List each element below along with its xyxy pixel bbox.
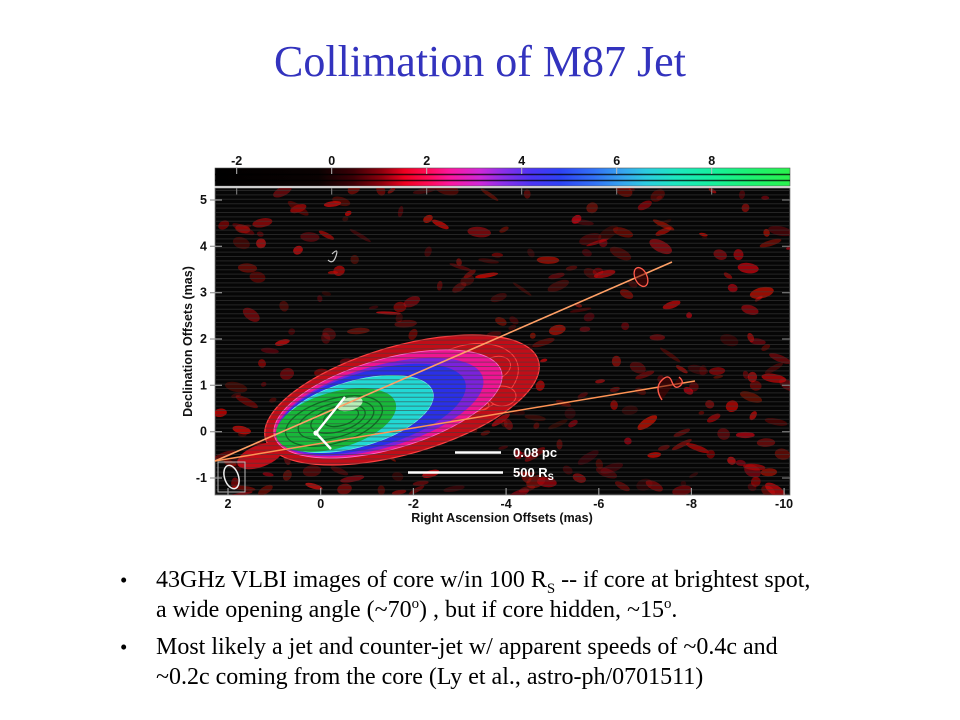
jet-knot-lower bbox=[657, 376, 683, 401]
y-tick-label: 1 bbox=[200, 378, 207, 392]
colorbar-tick-label: 2 bbox=[423, 154, 430, 168]
x-tick-label: -8 bbox=[686, 497, 697, 511]
colorbar-tick-label: 6 bbox=[613, 154, 620, 168]
jet-line-lower bbox=[214, 380, 696, 462]
x-tick-label: -6 bbox=[593, 497, 604, 511]
x-tick-label: 2 bbox=[225, 497, 232, 511]
y-tick-labels: 5 4 3 2 1 0 -1 bbox=[196, 193, 207, 485]
y-tick-label: 5 bbox=[200, 193, 207, 207]
beam-inset bbox=[217, 461, 246, 493]
plot-bottom-ticks bbox=[227, 488, 785, 495]
x-tick-labels: 2 0 -2 -4 -6 -8 -10 bbox=[225, 497, 794, 511]
beam-ellipse bbox=[223, 464, 240, 490]
bullet-item-1: • 43GHz VLBI images of core w/in 100 RS … bbox=[120, 565, 920, 625]
degree-superscript: o bbox=[663, 596, 672, 612]
bullet-1-text: 43GHz VLBI images of core w/in 100 RS --… bbox=[156, 567, 811, 623]
plot-right-ticks bbox=[782, 199, 790, 479]
bullet-marker: • bbox=[120, 568, 128, 592]
plot-annotations: 0.08 pc 500 RS bbox=[214, 250, 696, 493]
plot-top-ticks bbox=[236, 188, 713, 195]
scalebars: 0.08 pc 500 RS bbox=[408, 445, 557, 482]
plot-left-ticks bbox=[210, 199, 222, 479]
colorbar-tick-label: 4 bbox=[518, 154, 525, 168]
x-tick-label: 0 bbox=[317, 497, 324, 511]
y-tick-label: 2 bbox=[200, 332, 207, 346]
bullet-2-text: Most likely a jet and counter-jet w/ app… bbox=[156, 634, 778, 690]
subscript-s: S bbox=[546, 580, 556, 597]
degree-superscript: o bbox=[411, 596, 420, 612]
x-tick-label: -4 bbox=[501, 497, 512, 511]
y-tick-label: -1 bbox=[196, 471, 207, 485]
scalebar-rs-label: 500 RS bbox=[513, 465, 554, 482]
jet-knot-upper bbox=[633, 266, 649, 288]
opening-angle-wedge bbox=[315, 396, 346, 450]
y-axis-title: Declination Offsets (mas) bbox=[181, 266, 195, 417]
bullet-item-2: • Most likely a jet and counter-jet w/ a… bbox=[120, 632, 920, 692]
bullet-marker: • bbox=[120, 635, 128, 659]
slide-title: Collimation of M87 Jet bbox=[274, 37, 686, 86]
y-tick-label: 4 bbox=[200, 239, 207, 253]
colorbar bbox=[214, 167, 791, 187]
colorbar-tick-marks bbox=[236, 168, 713, 174]
x-axis-title: Right Ascension Offsets (mas) bbox=[411, 511, 593, 525]
x-tick-label: -2 bbox=[408, 497, 419, 511]
bullet-list: • 43GHz VLBI images of core w/in 100 RS … bbox=[120, 565, 920, 699]
colorbar-tick-labels: -2 0 2 4 6 8 bbox=[231, 154, 715, 168]
colorbar-tick-label: -2 bbox=[231, 154, 242, 168]
y-tick-label: 0 bbox=[200, 425, 207, 439]
y-tick-label: 3 bbox=[200, 286, 207, 300]
jet-line-upper bbox=[214, 261, 673, 462]
m87-vlbi-figure: -2 0 2 4 6 8 bbox=[150, 138, 810, 538]
wedge-vertex-dot bbox=[313, 430, 319, 436]
scanlines bbox=[215, 190, 790, 495]
scalebar-pc-label: 0.08 pc bbox=[513, 445, 557, 460]
colorbar-tick-label: 8 bbox=[708, 154, 715, 168]
m87-jet-plot: -2 0 2 4 6 8 bbox=[181, 154, 794, 525]
white-squiggle bbox=[327, 250, 338, 263]
x-tick-label: -10 bbox=[775, 497, 793, 511]
colorbar-tick-label: 0 bbox=[328, 154, 335, 168]
